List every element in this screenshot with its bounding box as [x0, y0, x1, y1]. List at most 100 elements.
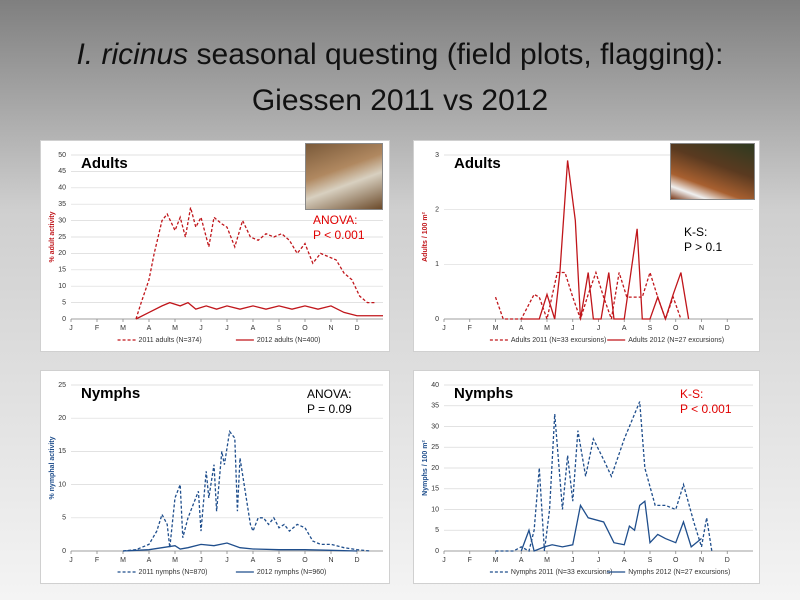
x-tick-label: A — [147, 557, 152, 564]
x-tick-label: A — [622, 557, 627, 564]
data-line — [495, 401, 713, 552]
y-tick-label: 5 — [62, 299, 66, 306]
chart-panel: 0 5 10 15 20 25 J F M A M J J A S O N D % nymphal activity… — [40, 370, 390, 584]
stat-annotation: ANOVA: — [307, 387, 351, 401]
x-tick-label: J — [442, 325, 446, 332]
x-tick-label: M — [544, 557, 550, 564]
x-tick-label: J — [597, 325, 601, 332]
chart-panel: 0 5 10 15 20 25 30 35 40 J F M A M J J A S O N D Nymphs / 100… — [413, 370, 760, 584]
x-tick-label: M — [544, 325, 550, 332]
photo-field-plot — [305, 143, 383, 210]
data-line — [521, 160, 690, 322]
x-tick-label: S — [277, 557, 282, 564]
panel-label: Adults — [81, 155, 128, 172]
y-tick-label: 10 — [58, 481, 66, 488]
stat-annotation: P = 0.09 — [307, 402, 352, 416]
x-tick-label: J — [571, 325, 575, 332]
x-tick-label: S — [648, 325, 653, 332]
x-tick-label: D — [354, 325, 359, 332]
x-tick-label: M — [172, 325, 178, 332]
chart: 0 1 2 3 J F M A M J J A S O N D Adults / 100 m² Adults 20… — [422, 152, 753, 344]
panel-label: Adults — [454, 155, 501, 172]
y-tick-label: 20 — [431, 465, 439, 472]
legend-label: 2011 adults (N=374) — [139, 337, 202, 344]
stat-annotation: P < 0.001 — [313, 228, 365, 242]
stat-annotation: P < 0.001 — [680, 402, 732, 416]
y-tick-label: 1 — [435, 261, 439, 268]
chart: 0 5 10 15 20 25 30 35 40 45 50 J F M A M J J A S O N D % adult … — [49, 152, 383, 344]
legend-label: 2012 nymphs (N=960) — [257, 569, 326, 576]
y-tick-label: 2 — [435, 207, 439, 214]
x-tick-label: A — [622, 325, 627, 332]
stat-annotation: ANOVA: — [313, 213, 357, 227]
y-tick-label: 0 — [435, 548, 439, 555]
x-tick-label: J — [69, 557, 73, 564]
y-tick-label: 25 — [58, 382, 66, 389]
x-tick-label: O — [302, 557, 308, 564]
x-tick-label: J — [69, 325, 73, 332]
x-tick-label: J — [571, 557, 575, 564]
y-tick-label: 35 — [431, 403, 439, 410]
y-axis-label: % nymphal activity — [49, 436, 56, 499]
y-tick-label: 3 — [435, 152, 439, 159]
chart: 0 5 10 15 20 25 J F M A M J J A S O N D % nymphal activity… — [49, 382, 383, 576]
legend-label: Adults 2012 (N=27 excursions) — [628, 337, 724, 344]
x-tick-label: J — [199, 325, 203, 332]
x-tick-label: A — [519, 325, 524, 332]
data-line — [122, 542, 358, 552]
y-tick-label: 40 — [431, 382, 439, 389]
title-species: I. ricinus — [76, 38, 189, 71]
x-tick-label: N — [699, 325, 704, 332]
x-tick-label: F — [468, 325, 472, 332]
y-tick-label: 15 — [58, 448, 66, 455]
x-tick-label: D — [354, 557, 359, 564]
data-line — [520, 499, 702, 552]
y-tick-label: 10 — [58, 283, 66, 290]
y-tick-label: 15 — [58, 267, 66, 274]
y-axis-label: % adult activity — [49, 211, 56, 262]
x-tick-label: A — [251, 557, 256, 564]
y-tick-label: 20 — [58, 250, 66, 257]
x-tick-label: M — [493, 557, 499, 564]
y-tick-label: 45 — [58, 168, 66, 175]
data-line — [135, 301, 383, 320]
x-tick-label: A — [519, 557, 524, 564]
data-line — [135, 207, 376, 320]
legend-label: Nymphs 2011 (N=33 excursions) — [511, 569, 613, 576]
photo-flagging — [670, 143, 755, 200]
x-tick-label: J — [199, 557, 203, 564]
x-tick-label: J — [597, 557, 601, 564]
y-tick-label: 5 — [62, 515, 66, 522]
y-tick-label: 30 — [58, 217, 66, 224]
y-tick-label: 10 — [431, 506, 439, 513]
x-tick-label: A — [251, 325, 256, 332]
legend-label: 2011 nymphs (N=870) — [139, 569, 208, 576]
x-tick-label: S — [648, 557, 653, 564]
legend-label: Adults 2011 (N=33 excursions) — [511, 337, 606, 344]
panel-label: Nymphs — [81, 385, 140, 402]
title-line-1: I. ricinus seasonal questing (field plot… — [0, 32, 800, 78]
y-tick-label: 35 — [58, 201, 66, 208]
y-axis-label: Nymphs / 100 m² — [422, 440, 429, 496]
x-tick-label: F — [468, 557, 472, 564]
x-tick-label: O — [302, 325, 308, 332]
y-tick-label: 25 — [58, 234, 66, 241]
x-tick-label: J — [225, 557, 229, 564]
x-tick-label: O — [673, 325, 679, 332]
stat-annotation: P > 0.1 — [684, 240, 722, 254]
legend-label: Nymphs 2012 (N=27 excursions) — [628, 569, 730, 576]
y-tick-label: 15 — [431, 486, 439, 493]
title-text: seasonal questing (field plots, flagging… — [196, 38, 724, 71]
y-tick-label: 0 — [62, 548, 66, 555]
data-line — [122, 429, 371, 552]
title-line-2: Giessen 2011 vs 2012 — [251, 84, 549, 117]
x-tick-label: O — [673, 557, 679, 564]
slide-title: I. ricinus seasonal questing (field plot… — [0, 32, 800, 124]
x-tick-label: F — [95, 325, 99, 332]
chart: 0 5 10 15 20 25 30 35 40 J F M A M J J A S O N D Nymphs / 100… — [422, 382, 753, 576]
data-line — [494, 270, 682, 322]
x-tick-label: N — [328, 557, 333, 564]
stat-annotation: K-S: — [680, 387, 703, 401]
y-tick-label: 50 — [58, 152, 66, 159]
legend-label: 2012 adults (N=400) — [257, 337, 321, 344]
